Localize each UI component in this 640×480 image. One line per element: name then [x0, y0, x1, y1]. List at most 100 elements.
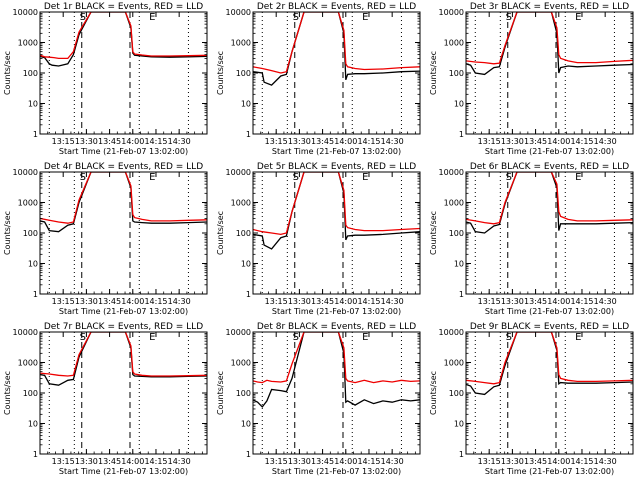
- y-tick-label: 10: [241, 260, 251, 269]
- x-tick-label: 14:15: [357, 137, 380, 146]
- interval-marker-e: E: [575, 332, 581, 343]
- y-axis-label: Counts/sec: [216, 211, 225, 255]
- y-tick-label: 1000: [231, 199, 251, 208]
- y-tick-label: 1000: [444, 359, 464, 368]
- interval-marker-s: S: [293, 172, 299, 183]
- x-tick-label: 13:45: [311, 457, 334, 466]
- series-line-lld: [466, 332, 633, 385]
- interval-marker-s: S: [80, 172, 86, 183]
- series-line-events: [466, 332, 633, 396]
- series-line-lld: [253, 332, 420, 384]
- series-line-events: [253, 12, 420, 86]
- series-line-events: [40, 172, 207, 233]
- y-tick-label: 10: [454, 260, 464, 269]
- plot-frame: [252, 331, 421, 455]
- panel-title: Det 8r BLACK = Events, RED = LLD: [257, 322, 416, 332]
- y-tick-label: 1: [459, 290, 464, 299]
- y-tick-label: 100: [23, 229, 38, 238]
- x-tick-label: 13:30: [288, 457, 311, 466]
- panel-title: Det 5r BLACK = Events, RED = LLD: [257, 162, 416, 172]
- y-tick-label: 100: [236, 389, 251, 398]
- x-tick-label: 14:15: [357, 297, 380, 306]
- y-tick-label: 10: [454, 100, 464, 109]
- x-tick-label: 14:00: [547, 297, 570, 306]
- y-tick-label: 10: [454, 420, 464, 429]
- panel-title: Det 2r BLACK = Events, RED = LLD: [257, 2, 416, 12]
- y-tick-label: 10000: [439, 168, 464, 177]
- x-tick-label: 14:00: [334, 457, 357, 466]
- x-tick-label: 13:30: [75, 297, 98, 306]
- y-tick-label: 10: [28, 420, 38, 429]
- x-tick-label: 13:45: [98, 137, 121, 146]
- series-line-lld: [466, 12, 633, 65]
- x-tick-label: 14:30: [168, 297, 191, 306]
- interval-marker-e: E: [362, 12, 368, 23]
- y-tick-label: 10000: [226, 8, 251, 17]
- x-tick-label: 14:00: [334, 297, 357, 306]
- y-tick-label: 10: [241, 420, 251, 429]
- y-tick-label: 10000: [13, 168, 38, 177]
- interval-marker-s: S: [506, 172, 512, 183]
- interval-marker-e: E: [575, 172, 581, 183]
- interval-marker-e: E: [149, 12, 155, 23]
- y-tick-label: 100: [449, 389, 464, 398]
- x-tick-label: 13:15: [478, 457, 501, 466]
- y-tick-label: 1: [459, 450, 464, 459]
- x-tick-label: 13:15: [52, 457, 75, 466]
- series-line-lld: [40, 332, 207, 377]
- x-tick-label: 13:15: [265, 457, 288, 466]
- x-tick-label: 14:30: [381, 137, 404, 146]
- y-tick-label: 100: [449, 69, 464, 78]
- x-tick-label: 13:15: [265, 297, 288, 306]
- y-axis-label: Counts/sec: [429, 371, 438, 415]
- y-tick-label: 10000: [226, 328, 251, 337]
- x-tick-label: 14:15: [570, 297, 593, 306]
- y-tick-label: 1000: [231, 359, 251, 368]
- x-tick-label: 13:45: [311, 297, 334, 306]
- x-tick-label: 13:30: [501, 457, 524, 466]
- series-line-events: [40, 12, 207, 67]
- x-tick-label: 13:30: [75, 137, 98, 146]
- x-tick-label: 13:30: [501, 137, 524, 146]
- plot-frame: [39, 331, 208, 455]
- x-axis-label: Start Time (21-Feb-07 13:02:00): [485, 147, 614, 156]
- series-line-events: [466, 172, 633, 234]
- interval-marker-s: S: [293, 12, 299, 23]
- panel-title: Det 7r BLACK = Events, RED = LLD: [44, 322, 203, 332]
- plot-frame: [465, 171, 634, 295]
- interval-marker-e: E: [149, 332, 155, 343]
- x-axis-label: Start Time (21-Feb-07 13:02:00): [272, 307, 401, 316]
- x-tick-label: 13:30: [288, 137, 311, 146]
- y-tick-label: 10: [28, 100, 38, 109]
- y-axis-label: Counts/sec: [429, 211, 438, 255]
- y-tick-label: 100: [23, 389, 38, 398]
- series-line-events: [253, 332, 420, 408]
- y-tick-label: 100: [236, 69, 251, 78]
- y-tick-label: 100: [236, 229, 251, 238]
- x-tick-label: 13:15: [52, 137, 75, 146]
- y-tick-label: 10000: [13, 8, 38, 17]
- x-tick-label: 13:15: [265, 137, 288, 146]
- series-line-lld: [40, 172, 207, 224]
- x-axis-label: Start Time (21-Feb-07 13:02:00): [485, 467, 614, 476]
- x-tick-label: 14:00: [121, 297, 144, 306]
- plot-frame: [465, 11, 634, 135]
- x-tick-label: 13:45: [98, 297, 121, 306]
- y-axis-label: Counts/sec: [216, 51, 225, 95]
- x-tick-label: 14:15: [357, 457, 380, 466]
- x-tick-label: 13:15: [478, 137, 501, 146]
- y-tick-label: 1000: [18, 39, 38, 48]
- x-tick-label: 14:30: [381, 457, 404, 466]
- x-tick-label: 14:00: [547, 137, 570, 146]
- y-tick-label: 1: [246, 130, 251, 139]
- interval-marker-s: S: [506, 12, 512, 23]
- y-axis-label: Counts/sec: [3, 51, 12, 95]
- x-tick-label: 14:30: [594, 137, 617, 146]
- x-tick-label: 14:15: [570, 457, 593, 466]
- x-tick-label: 14:30: [594, 297, 617, 306]
